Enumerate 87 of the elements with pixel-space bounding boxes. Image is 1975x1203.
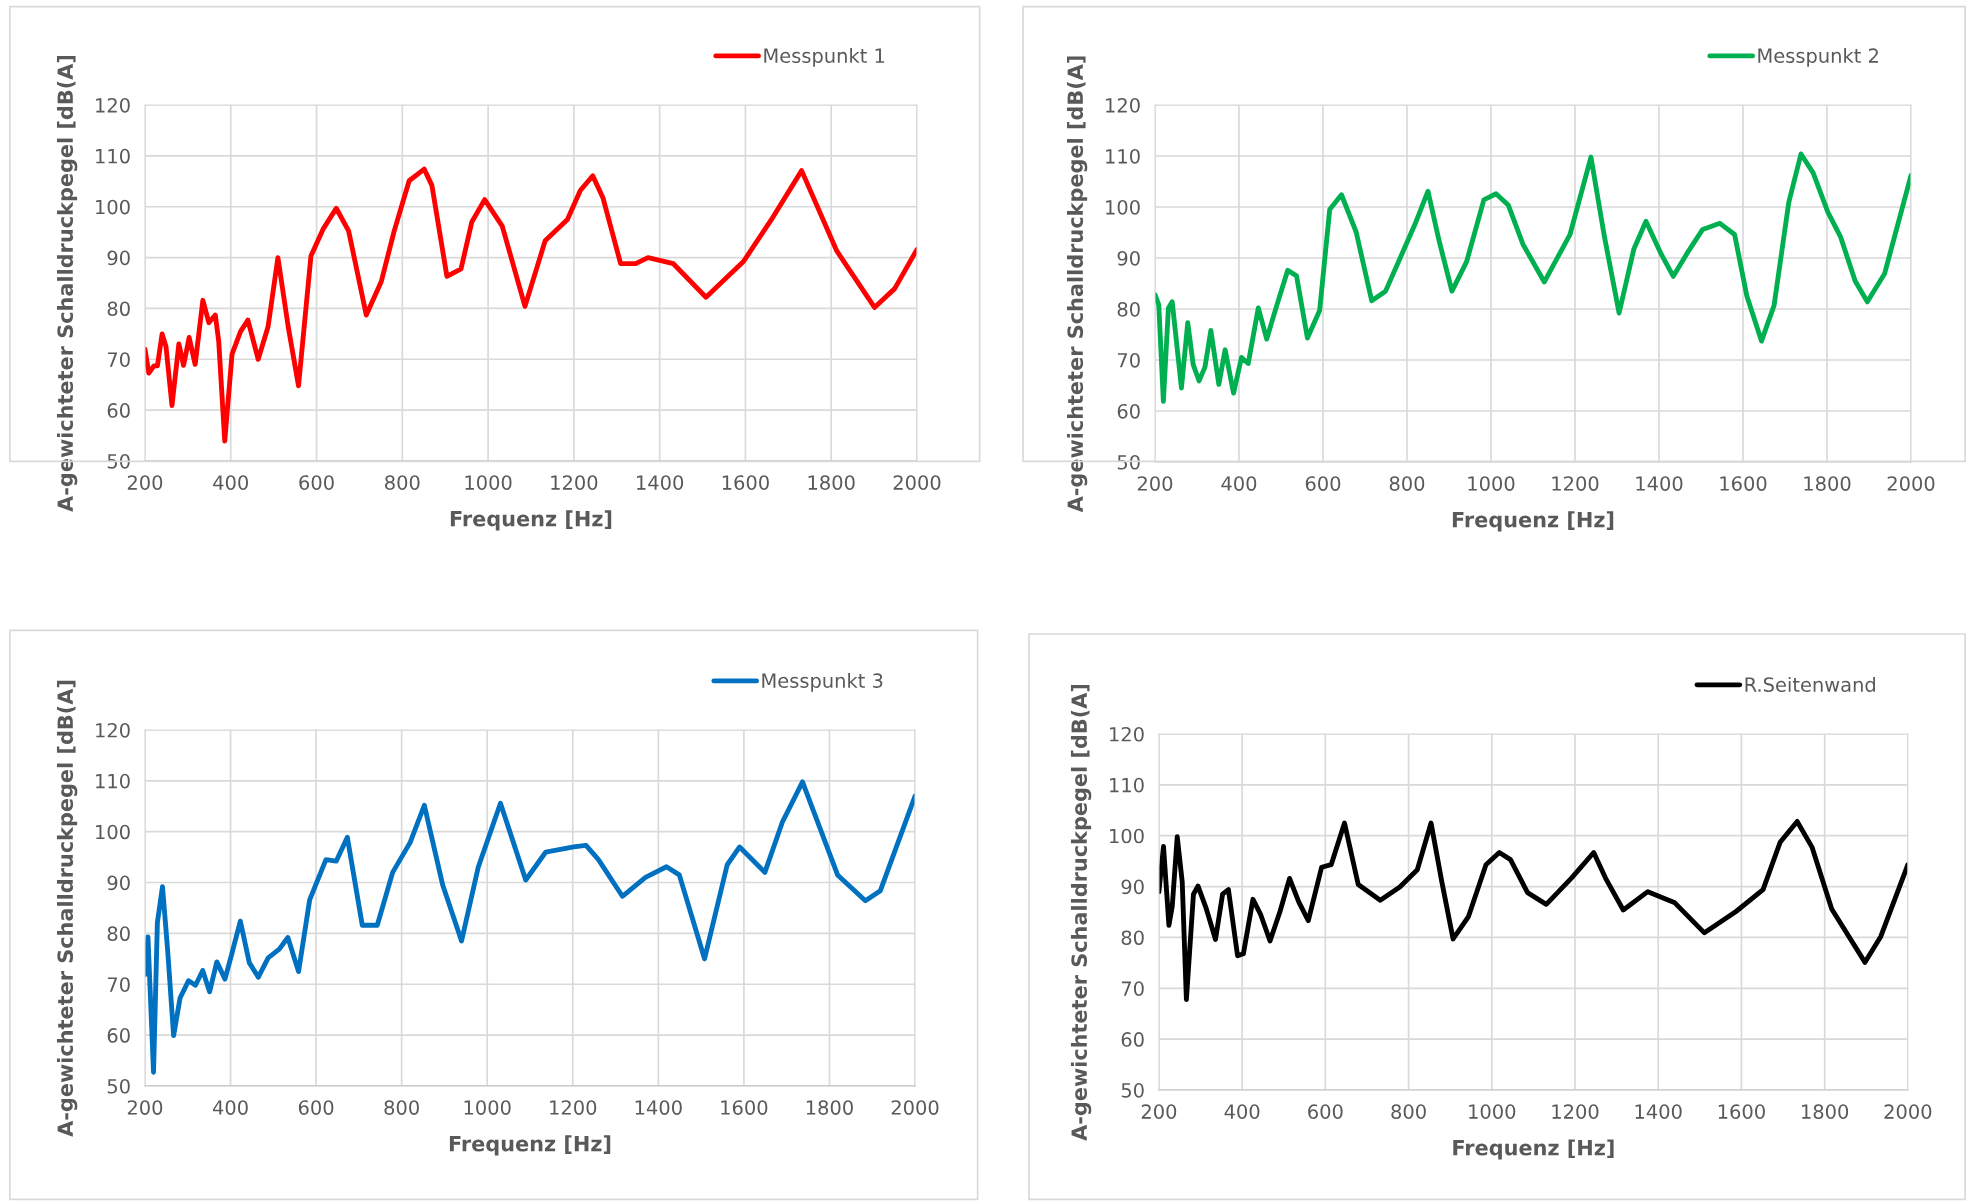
y-tick-label: 80: [1121, 930, 1144, 946]
x-tick-label: 1400: [635, 1100, 682, 1115]
y-tick-label: 80: [107, 926, 130, 942]
y-axis-title: A-gewichteter Schalldruckpegel [dB(A]: [1066, 56, 1088, 513]
x-axis-title: Frequenz [Hz]: [1452, 511, 1614, 532]
x-tick-label: 1600: [722, 475, 769, 490]
x-tick-label: 2000: [1887, 476, 1935, 491]
x-tick-label: 1800: [808, 475, 855, 490]
x-tick-label: 1800: [1802, 1104, 1849, 1119]
x-tick-label: 800: [384, 1100, 419, 1115]
x-tick-label: 200: [127, 475, 163, 490]
x-axis-title: Frequenz [Hz]: [1453, 1139, 1614, 1160]
x-tick-label: 800: [1389, 476, 1425, 491]
y-tick-label: 80: [1117, 301, 1140, 317]
x-tick-label: 800: [385, 475, 420, 490]
y-tick-label: 100: [1106, 199, 1140, 215]
x-tick-label: 600: [1308, 1104, 1343, 1119]
y-tick-label: 70: [107, 977, 130, 992]
x-tick-label: 800: [1391, 1104, 1426, 1119]
legend-label: Messpunkt 1: [764, 47, 885, 67]
y-tick-label: 110: [96, 148, 130, 164]
x-tick-label: 1200: [551, 475, 598, 490]
x-tick-label: 600: [1305, 476, 1341, 491]
x-tick-label: 1400: [1636, 476, 1683, 491]
x-tick-label: 2000: [893, 475, 941, 490]
y-tick-label: 60: [1117, 403, 1140, 419]
x-tick-label: 2000: [891, 1100, 939, 1115]
y-tick-label: 60: [1121, 1032, 1144, 1047]
y-axis-title: A-gewichteter Schalldruckpegel [dB(A]: [1070, 684, 1092, 1141]
y-tick-label: 100: [96, 824, 130, 840]
legend-label: Messpunkt 2: [1758, 47, 1878, 67]
y-tick-label: 90: [1117, 250, 1140, 266]
y-tick-label: 70: [1117, 352, 1140, 368]
x-tick-label: 1000: [465, 475, 512, 490]
x-tick-label: 1800: [806, 1100, 853, 1115]
legend-label: R.Seitenwand: [1745, 676, 1875, 692]
y-tick-label: 50: [107, 1078, 130, 1094]
x-tick-label: 600: [298, 1100, 334, 1115]
x-axis-title: Frequenz [Hz]: [449, 1135, 611, 1156]
y-tick-label: 90: [1121, 879, 1144, 895]
y-tick-label: 110: [96, 773, 130, 789]
x-tick-label: 1000: [1469, 1104, 1516, 1119]
line-series: [1154, 151, 1912, 404]
x-tick-label: 1200: [550, 1100, 597, 1115]
x-tick-label: 1800: [1804, 476, 1851, 491]
line-series: [144, 166, 917, 444]
x-tick-label: 1200: [1552, 1104, 1599, 1119]
x-tick-label: 200: [1137, 476, 1173, 491]
y-axis-title: A-gewichteter Schalldruckpegel [dB(A]: [56, 680, 78, 1137]
y-tick-label: 70: [107, 352, 130, 367]
y-tick-label: 50: [1121, 1082, 1144, 1098]
y-tick-label: 110: [1106, 148, 1140, 164]
x-tick-label: 2000: [1884, 1104, 1932, 1119]
y-tick-label: 120: [96, 722, 130, 738]
y-tick-label: 110: [1110, 777, 1144, 793]
x-tick-label: 1400: [637, 475, 684, 490]
line-series: [1158, 819, 1908, 1002]
x-tick-label: 400: [212, 1100, 248, 1115]
x-tick-label: 600: [299, 475, 334, 490]
x-tick-label: 1400: [1635, 1104, 1682, 1119]
x-tick-label: 400: [213, 475, 249, 490]
legend-label: Messpunkt 3: [762, 672, 883, 692]
x-tick-label: 1600: [1720, 476, 1767, 491]
x-tick-label: 200: [127, 1100, 163, 1115]
y-tick-label: 70: [1121, 981, 1144, 996]
y-tick-label: 120: [1106, 97, 1140, 113]
y-tick-label: 120: [96, 97, 130, 113]
y-tick-label: 60: [107, 403, 130, 418]
x-tick-label: 200: [1141, 1104, 1177, 1119]
x-tick-label: 1600: [721, 1100, 768, 1115]
y-tick-label: 100: [1110, 828, 1144, 844]
x-tick-label: 1200: [1552, 476, 1599, 491]
x-tick-label: 1000: [1468, 476, 1515, 491]
y-tick-label: 80: [107, 301, 130, 317]
x-tick-label: 400: [1221, 476, 1257, 491]
x-axis-title: Frequenz [Hz]: [450, 510, 612, 531]
y-tick-label: 120: [1110, 726, 1144, 742]
x-tick-label: 400: [1224, 1104, 1260, 1119]
y-axis-title: A-gewichteter Schalldruckpegel [dB(A]: [56, 55, 78, 512]
y-tick-label: 90: [107, 875, 130, 891]
x-tick-label: 1000: [464, 1100, 511, 1115]
y-tick-label: 60: [107, 1028, 130, 1043]
y-tick-label: 50: [107, 453, 130, 469]
line-series: [144, 779, 916, 1075]
y-tick-label: 100: [96, 199, 130, 215]
y-tick-label: 90: [107, 250, 130, 266]
x-tick-label: 1600: [1718, 1104, 1765, 1119]
